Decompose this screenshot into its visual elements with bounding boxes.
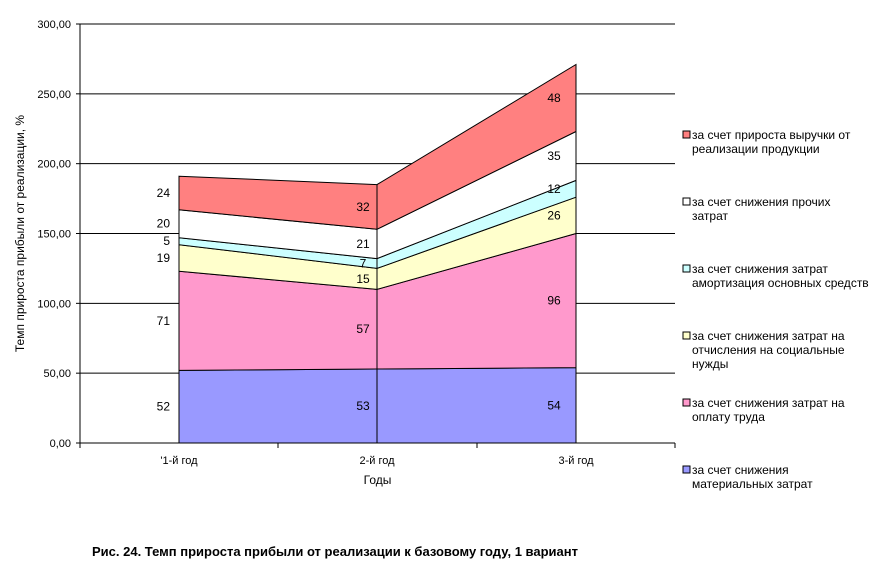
y-tick-label: 300,00: [37, 19, 71, 31]
data-label: 15: [356, 272, 370, 286]
figure-caption: Рис. 24. Темп прироста прибыли от реализ…: [92, 544, 578, 559]
legend-swatch: [682, 264, 691, 273]
legend-swatch: [682, 130, 691, 139]
data-label: 24: [157, 186, 171, 200]
data-label: 48: [547, 91, 561, 105]
legend-label-line: за счет снижения затрат на: [692, 329, 845, 343]
data-label: 54: [547, 398, 561, 412]
y-tick-label: 0,00: [50, 438, 71, 450]
legend-label-line: амортизация основных средств: [692, 276, 869, 290]
legend-label-line: реализации продукции: [692, 142, 820, 156]
data-label: 35: [547, 149, 561, 163]
data-label: 57: [356, 322, 370, 336]
legend-label-line: за счет снижения затрат: [692, 262, 828, 276]
y-tick-label: 50,00: [43, 368, 71, 380]
y-tick-label: 100,00: [37, 298, 71, 310]
legend-label-line: за счет прироста выручки от: [692, 128, 851, 142]
legend-label-line: за счет снижения: [692, 463, 789, 477]
legend-label: за счет снижения материальных затрат: [692, 463, 813, 491]
legend-label-line: за счет снижения затрат на: [692, 396, 845, 410]
legend-label: за счет снижения затрат на отчисления на …: [692, 329, 845, 371]
data-label: 52: [157, 400, 171, 414]
data-label: 96: [547, 294, 561, 308]
axes: 0,00 50,00 100,00 150,00 200,00 250,00 300,00 '…: [13, 19, 676, 487]
area-series: [178, 63, 577, 444]
data-label: 26: [547, 208, 561, 222]
legend: за счет прироста выручки от реализации пр…: [682, 128, 869, 491]
x-axis-title: Годы: [364, 473, 392, 487]
legend-label-line: нужды: [692, 357, 728, 371]
data-label: 53: [356, 399, 370, 413]
data-label: 20: [157, 217, 171, 231]
legend-swatch: [682, 398, 691, 407]
data-label: 19: [157, 251, 171, 265]
y-tick-label: 250,00: [37, 89, 71, 101]
data-label: 12: [547, 182, 561, 196]
legend-swatch: [682, 465, 691, 474]
legend-label-line: за счет снижения прочих: [692, 195, 830, 209]
legend-label: за счет снижения затрат амортизация основ…: [692, 262, 869, 290]
legend-label: за счет снижения затрат на оплату труда: [692, 396, 845, 424]
legend-swatch: [682, 197, 691, 206]
stacked-area-chart: 0,00 50,00 100,00 150,00 200,00 250,00 300,00 '…: [13, 19, 869, 491]
y-axis-title: Темп прироста прибыли от реализации, %: [13, 115, 27, 353]
x-tick-label: 3-й год: [558, 455, 594, 467]
x-tick-label: '1-й год: [160, 455, 198, 467]
data-label: 71: [157, 314, 171, 328]
y-tick-label: 150,00: [37, 229, 71, 241]
legend-label: за счет снижения прочих затрат: [692, 195, 830, 223]
legend-label-line: материальных затрат: [692, 477, 813, 491]
legend-label-line: отчисления на социальные: [692, 343, 845, 357]
legend-label-line: оплату труда: [692, 410, 765, 424]
x-tick-label: 2-й год: [359, 455, 395, 467]
data-label: 5: [163, 234, 170, 248]
data-label: 7: [360, 257, 367, 271]
legend-label-line: затрат: [692, 209, 728, 223]
legend-swatch: [682, 331, 691, 340]
y-tick-label: 200,00: [37, 159, 71, 171]
data-label: 32: [356, 200, 370, 214]
data-label: 21: [356, 237, 370, 251]
legend-label: за счет прироста выручки от реализации пр…: [692, 128, 851, 156]
